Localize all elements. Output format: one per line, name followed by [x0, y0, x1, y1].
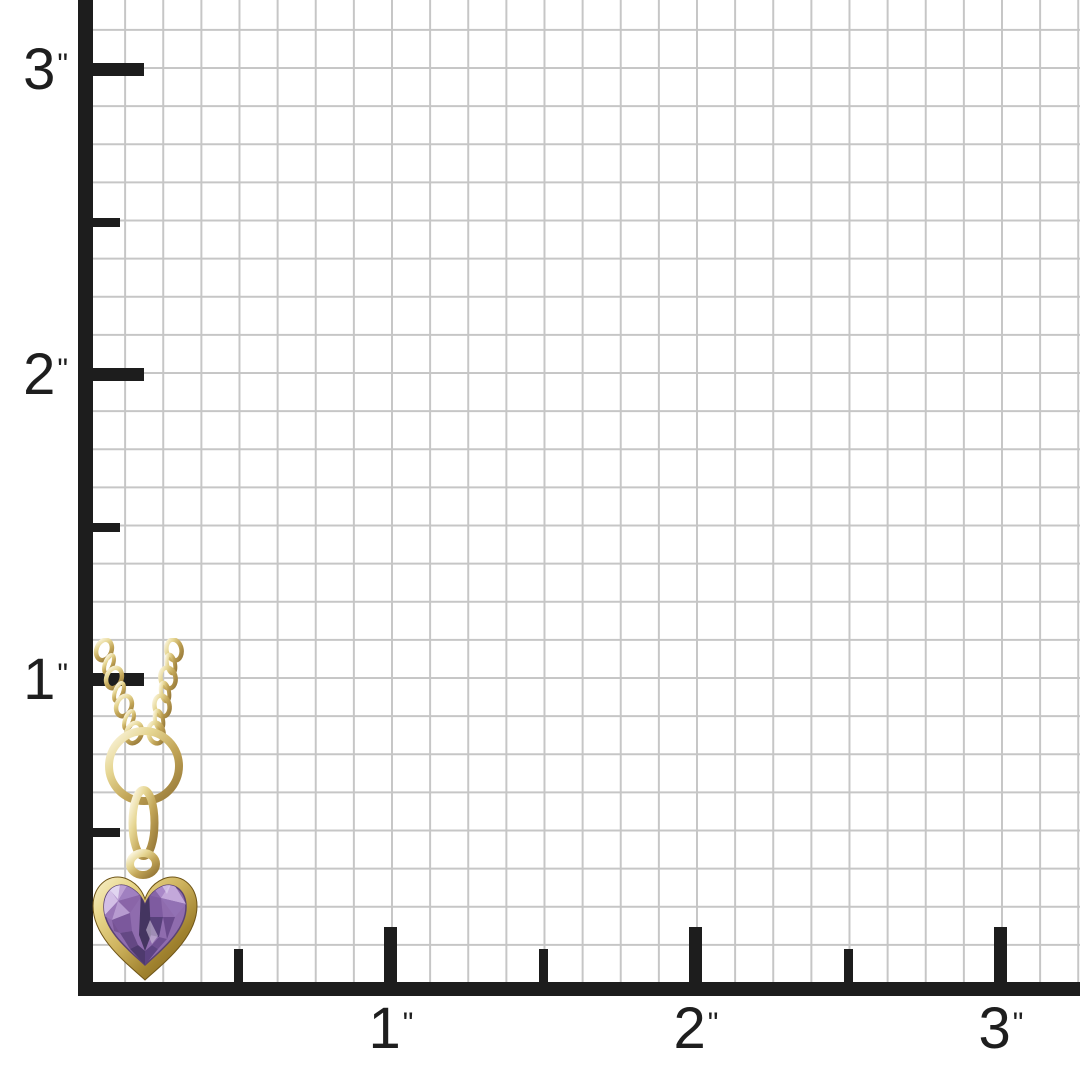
y-axis-label-1in: 1"	[23, 647, 68, 712]
x-tick-major-2in	[689, 927, 702, 983]
x-tick-minor-1_5in	[539, 949, 548, 983]
y-tick-minor-2_5in	[90, 218, 120, 227]
x-axis-label-3in: 3"	[978, 996, 1024, 1061]
y-tick-minor-0_5in	[90, 828, 120, 837]
grid	[86, 0, 1080, 984]
x-tick-minor-2_5in	[844, 949, 853, 983]
x-axis-line	[78, 982, 1080, 996]
x-axis-label-2in: 2"	[673, 996, 719, 1061]
x-axis-label-1in: 1"	[368, 996, 414, 1061]
chain-left-strand	[93, 638, 145, 746]
x-tick-minor-0_5in	[234, 949, 243, 983]
y-tick-minor-1_5in	[90, 523, 120, 532]
y-axis-label-2in: 2"	[23, 342, 68, 407]
y-tick-major-3in	[90, 63, 144, 76]
x-tick-major-1in	[384, 927, 397, 983]
x-tick-major-3in	[994, 927, 1007, 983]
y-axis-label-3in: 3"	[23, 37, 68, 102]
y-axis-line	[78, 0, 93, 996]
chain-right-strand	[146, 638, 184, 746]
pendant-ring	[105, 727, 183, 805]
y-tick-major-2in	[90, 368, 144, 381]
y-tick-major-1in	[90, 673, 144, 686]
pendant-jump-ring	[126, 849, 160, 879]
pendant-photo	[92, 638, 198, 981]
